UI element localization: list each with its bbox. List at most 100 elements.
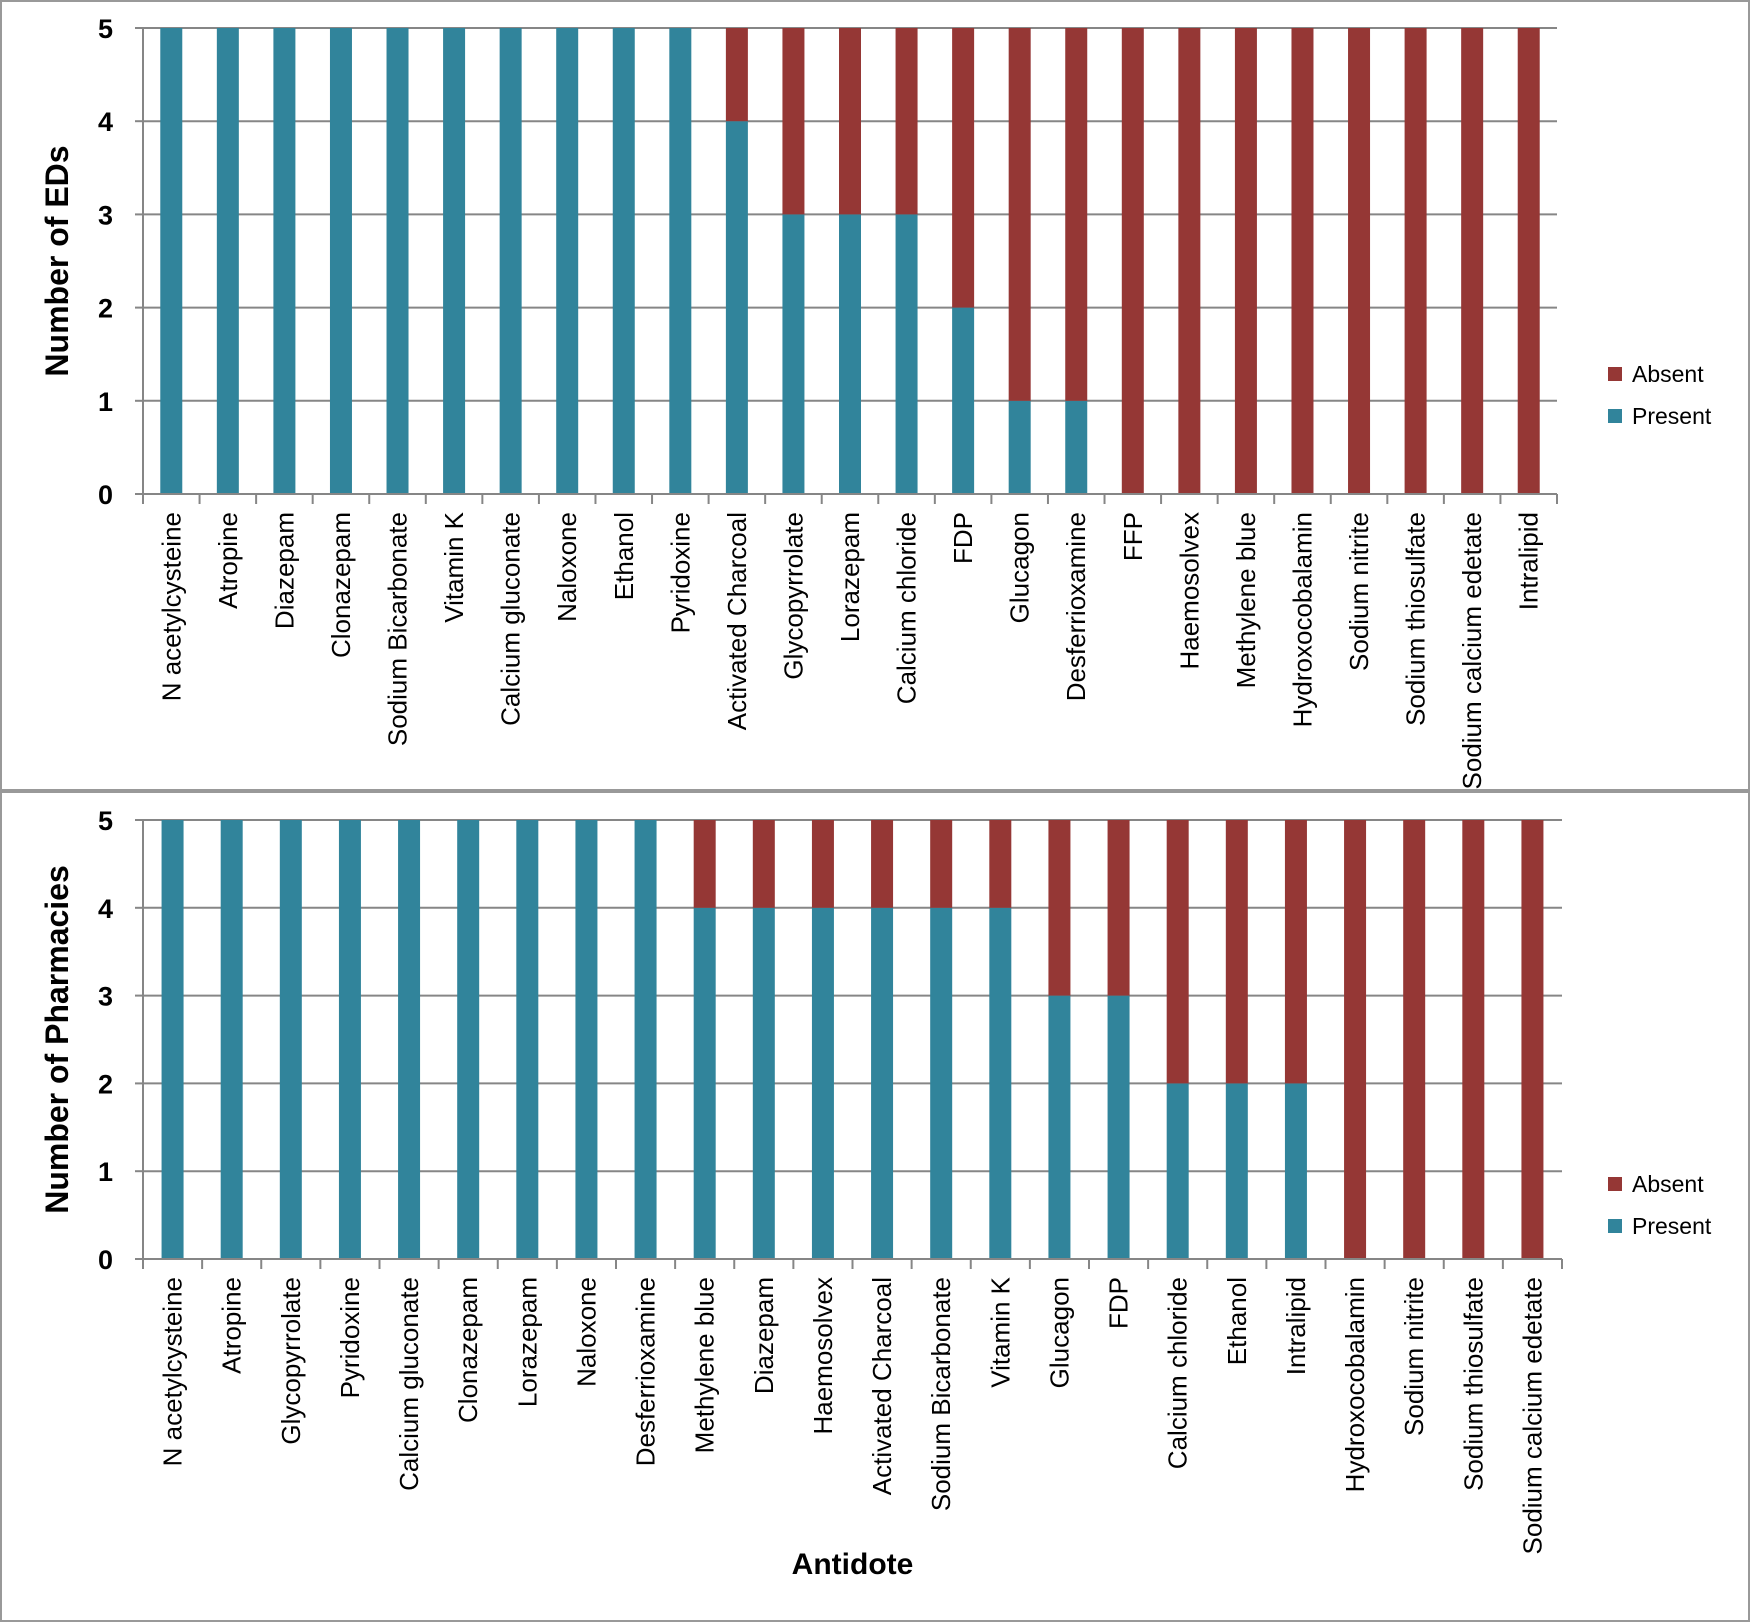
y-tick-label: 4 — [98, 107, 113, 137]
x-tick-label: Glucagon — [1005, 512, 1035, 623]
legend: Absent Present — [1608, 361, 1712, 429]
bar-present-atropine — [216, 28, 239, 494]
bar-present-atropine — [220, 820, 243, 1259]
x-tick-label: Glucagon — [1044, 1277, 1074, 1388]
bar-absent-activated-charcoal — [725, 28, 748, 122]
x-tick-label: Pyridoxine — [665, 512, 695, 633]
x-tick-label: Hydroxocobalamin — [1340, 1277, 1370, 1492]
bar-absent-ethanol — [1225, 820, 1248, 1084]
legend-swatch-absent — [1608, 367, 1622, 381]
y-axis-label: Number of EDs — [39, 145, 75, 376]
bar-absent-glucagon — [1048, 820, 1071, 996]
x-tick-label: Calcium gluconate — [496, 512, 526, 726]
bar-absent-lorazepam — [839, 28, 861, 215]
bar-absent-glycopyrrolate — [782, 28, 805, 215]
x-tick-label: Haemosolvex — [1174, 512, 1204, 670]
x-tick-label: Hydroxocobalamin — [1287, 512, 1317, 727]
x-tick-label: Ethanol — [1222, 1277, 1252, 1365]
bar-absent-ffp — [1121, 28, 1144, 494]
y-tick-label: 3 — [98, 200, 113, 230]
bar-present-ethanol — [1225, 1083, 1248, 1259]
bar-present-calcium-chloride — [1166, 1083, 1189, 1259]
x-tick-label: Vitamin K — [985, 1276, 1015, 1387]
x-tick-label: Sodium nitrite — [1399, 1277, 1429, 1436]
bar-present-calcium-chloride — [895, 214, 918, 494]
bar-present-naloxone — [556, 28, 579, 494]
x-tick-label: Calcium gluconate — [394, 1277, 424, 1491]
y-axis-label: Number of Pharmacies — [39, 865, 75, 1214]
chart-frame — [0, 0, 1750, 791]
bar-absent-methylene-blue — [1234, 28, 1257, 494]
x-tick-label: Desferrioxamine — [631, 1277, 661, 1466]
x-tick-label: Diazepam — [269, 512, 299, 629]
bar-absent-hydroxocobalamin — [1344, 820, 1367, 1259]
bar-absent-methylene-blue — [693, 820, 716, 908]
bar-absent-sodium-nitrite — [1403, 820, 1426, 1259]
x-tick-label: Lorazepam — [512, 1277, 542, 1407]
legend-swatch-present — [1608, 1219, 1622, 1233]
x-axis-label: Antidote — [792, 1548, 914, 1581]
x-tick-label: Naloxone — [571, 1277, 601, 1387]
x-tick-label: Naloxone — [552, 512, 582, 622]
bar-absent-haemosolvex — [1178, 28, 1201, 494]
bar-absent-sodium-calcium-edetate — [1521, 820, 1544, 1259]
bar-absent-sodium-calcium-edetate — [1461, 28, 1484, 494]
bar-present-vitamin-k — [443, 28, 466, 494]
bar-present-glycopyrrolate — [279, 820, 302, 1259]
y-tick-label: 2 — [98, 294, 113, 324]
x-tick-label: Haemosolvex — [808, 1277, 838, 1435]
x-tick-label: N acetylcysteine — [156, 512, 186, 701]
y-tick-label: 2 — [98, 1069, 113, 1099]
x-tick-label: FDP — [1104, 1277, 1134, 1329]
x-tick-label: Lorazepam — [835, 512, 865, 642]
bar-present-glycopyrrolate — [782, 214, 805, 494]
bar-absent-fdp — [952, 28, 975, 308]
bar-absent-intralipid — [1517, 28, 1540, 494]
bar-present-fdp — [952, 307, 975, 494]
bar-present-n-acetylcysteine — [161, 820, 184, 1259]
bar-present-pyridoxine — [338, 820, 361, 1259]
legend-label-present: Present — [1632, 403, 1712, 429]
x-tick-label: N acetylcysteine — [158, 1277, 188, 1466]
chart-panel-1: 0 1 2 3 4 5 N acetylcysteine Atropine Diazepam Cl… — [0, 0, 1750, 791]
bar-present-pyridoxine — [669, 28, 692, 494]
x-tick-label: Atropine — [217, 1277, 247, 1374]
bar-present-diazepam — [752, 907, 775, 1259]
bar-present-glucagon — [1008, 400, 1031, 494]
bar-absent-intralipid — [1284, 820, 1307, 1084]
bar-present-sodium-bicarbonate — [930, 907, 953, 1259]
bar-present-clonazepam — [329, 28, 352, 494]
x-tick-label: Sodium calcium edetate — [1517, 1277, 1547, 1554]
y-tick-label: 5 — [98, 14, 113, 44]
y-tick-label: 0 — [98, 480, 113, 510]
bar-present-methylene-blue — [693, 907, 716, 1259]
y-tick-label: 1 — [98, 1157, 113, 1187]
bar-present-intralipid — [1284, 1083, 1307, 1259]
bar-present-glucagon — [1048, 995, 1071, 1259]
bar-absent-haemosolvex — [811, 820, 834, 908]
bar-present-fdp — [1107, 995, 1130, 1259]
bar-present-activated-charcoal — [871, 907, 894, 1259]
bar-absent-sodium-thiosulfate — [1404, 28, 1427, 494]
y-tick-label: 3 — [98, 982, 113, 1012]
bar-present-clonazepam — [457, 820, 480, 1259]
x-tick-label: Sodium calcium edetate — [1457, 512, 1487, 789]
x-tick-label: Sodium nitrite — [1344, 512, 1374, 671]
x-tick-label: Sodium thiosulfate — [1401, 512, 1431, 726]
x-tick-label: FDP — [948, 512, 978, 564]
legend-label-absent: Absent — [1632, 361, 1704, 387]
x-tick-label: Methylene blue — [1231, 512, 1261, 688]
x-tick-label: Intralipid — [1514, 512, 1544, 610]
legend-swatch-absent — [1608, 1177, 1622, 1191]
x-tick-label: FFP — [1118, 512, 1148, 561]
bar-present-haemosolvex — [811, 907, 834, 1259]
y-tick-label: 0 — [98, 1245, 113, 1275]
bar-present-activated-charcoal — [725, 121, 748, 494]
x-tick-label: Sodium Bicarbonate — [926, 1277, 956, 1511]
bar-absent-activated-charcoal — [871, 820, 894, 908]
chart-frame — [0, 791, 1750, 1622]
bar-absent-diazepam — [752, 820, 775, 908]
x-tick-label: Methylene blue — [690, 1277, 720, 1453]
bar-absent-sodium-bicarbonate — [930, 820, 953, 908]
